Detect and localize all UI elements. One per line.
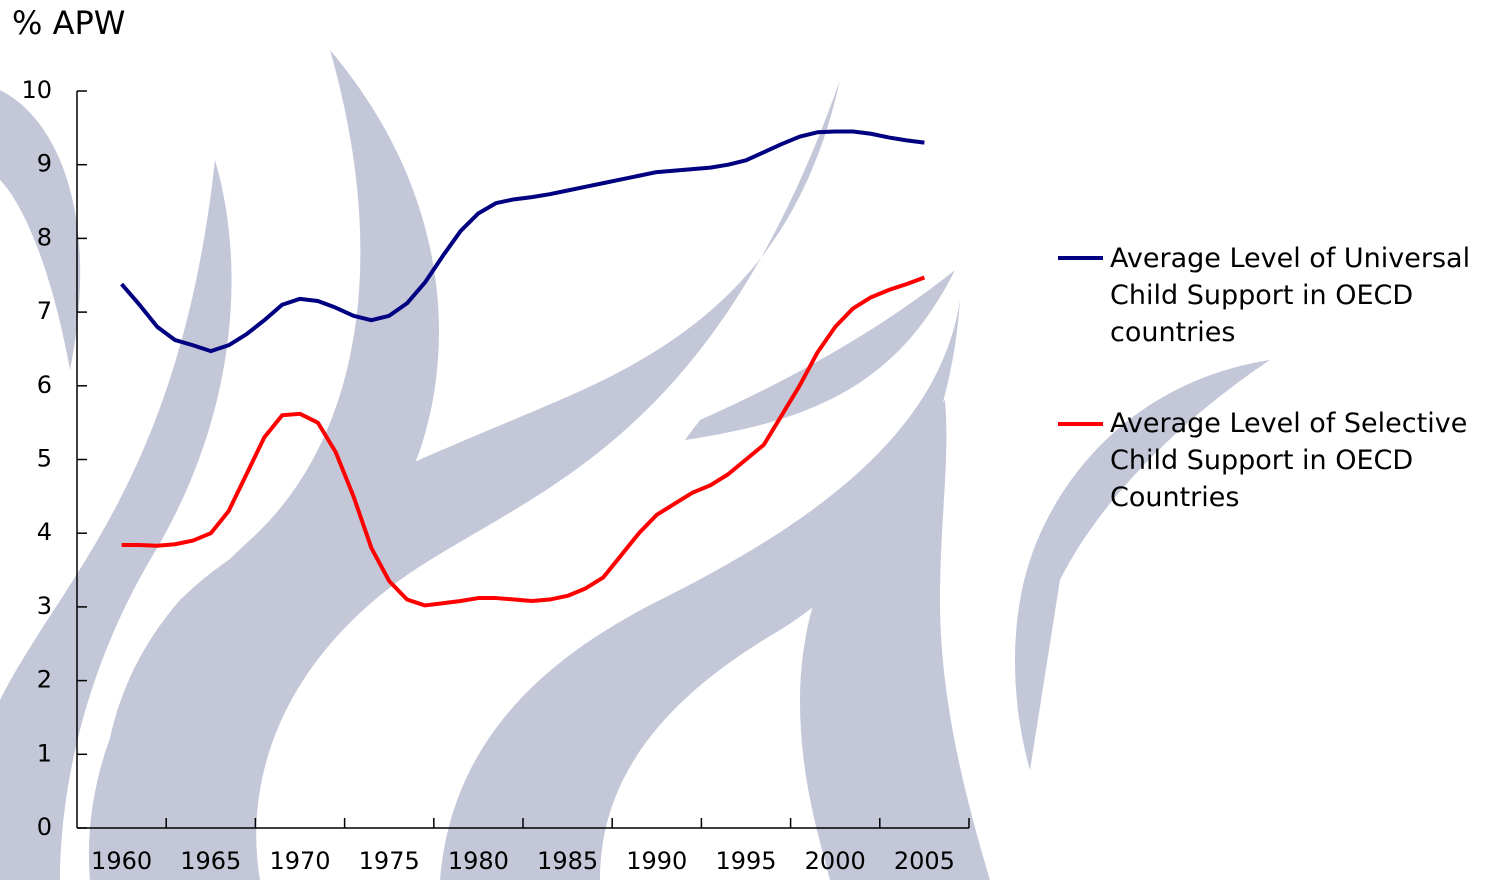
x-tick-label: 2000 — [805, 847, 866, 875]
y-tick-label: 4 — [37, 518, 52, 546]
x-tick-label: 1970 — [269, 847, 330, 875]
legend-label: Average Level of Selective Child Support… — [1110, 408, 1468, 513]
legend-label: Average Level of Universal Child Support… — [1110, 243, 1471, 348]
y-tick-label: 0 — [37, 813, 52, 841]
y-tick-label: 10 — [21, 76, 52, 104]
x-tick-label: 1965 — [180, 847, 241, 875]
x-tick-label: 1985 — [537, 847, 598, 875]
y-tick-label: 3 — [37, 592, 52, 620]
series-line — [121, 275, 926, 608]
y-tick-label: 6 — [37, 371, 52, 399]
background-flames — [0, 50, 1270, 880]
y-axis-label: % APW — [12, 4, 126, 42]
series-line — [120, 129, 925, 354]
x-tick-label: 1995 — [715, 847, 776, 875]
y-tick-label: 9 — [37, 150, 52, 178]
plot-area: 0 1 2 3 4 5 6 7 8 9 10 1960 1965 1970 1975 1980 1985 1990… — [21, 76, 1103, 875]
y-tick-label: 2 — [37, 666, 52, 694]
x-tick-label: 1980 — [448, 847, 509, 875]
y-tick-label: 1 — [37, 739, 52, 767]
x-tick-label: 1960 — [91, 847, 152, 875]
y-tick-label: 8 — [37, 223, 52, 251]
x-tick-label: 2005 — [894, 847, 955, 875]
y-tick-label: 7 — [37, 297, 52, 325]
y-tick-label: 5 — [37, 445, 52, 473]
x-tick-label: 1990 — [626, 847, 687, 875]
x-tick-label: 1975 — [359, 847, 420, 875]
